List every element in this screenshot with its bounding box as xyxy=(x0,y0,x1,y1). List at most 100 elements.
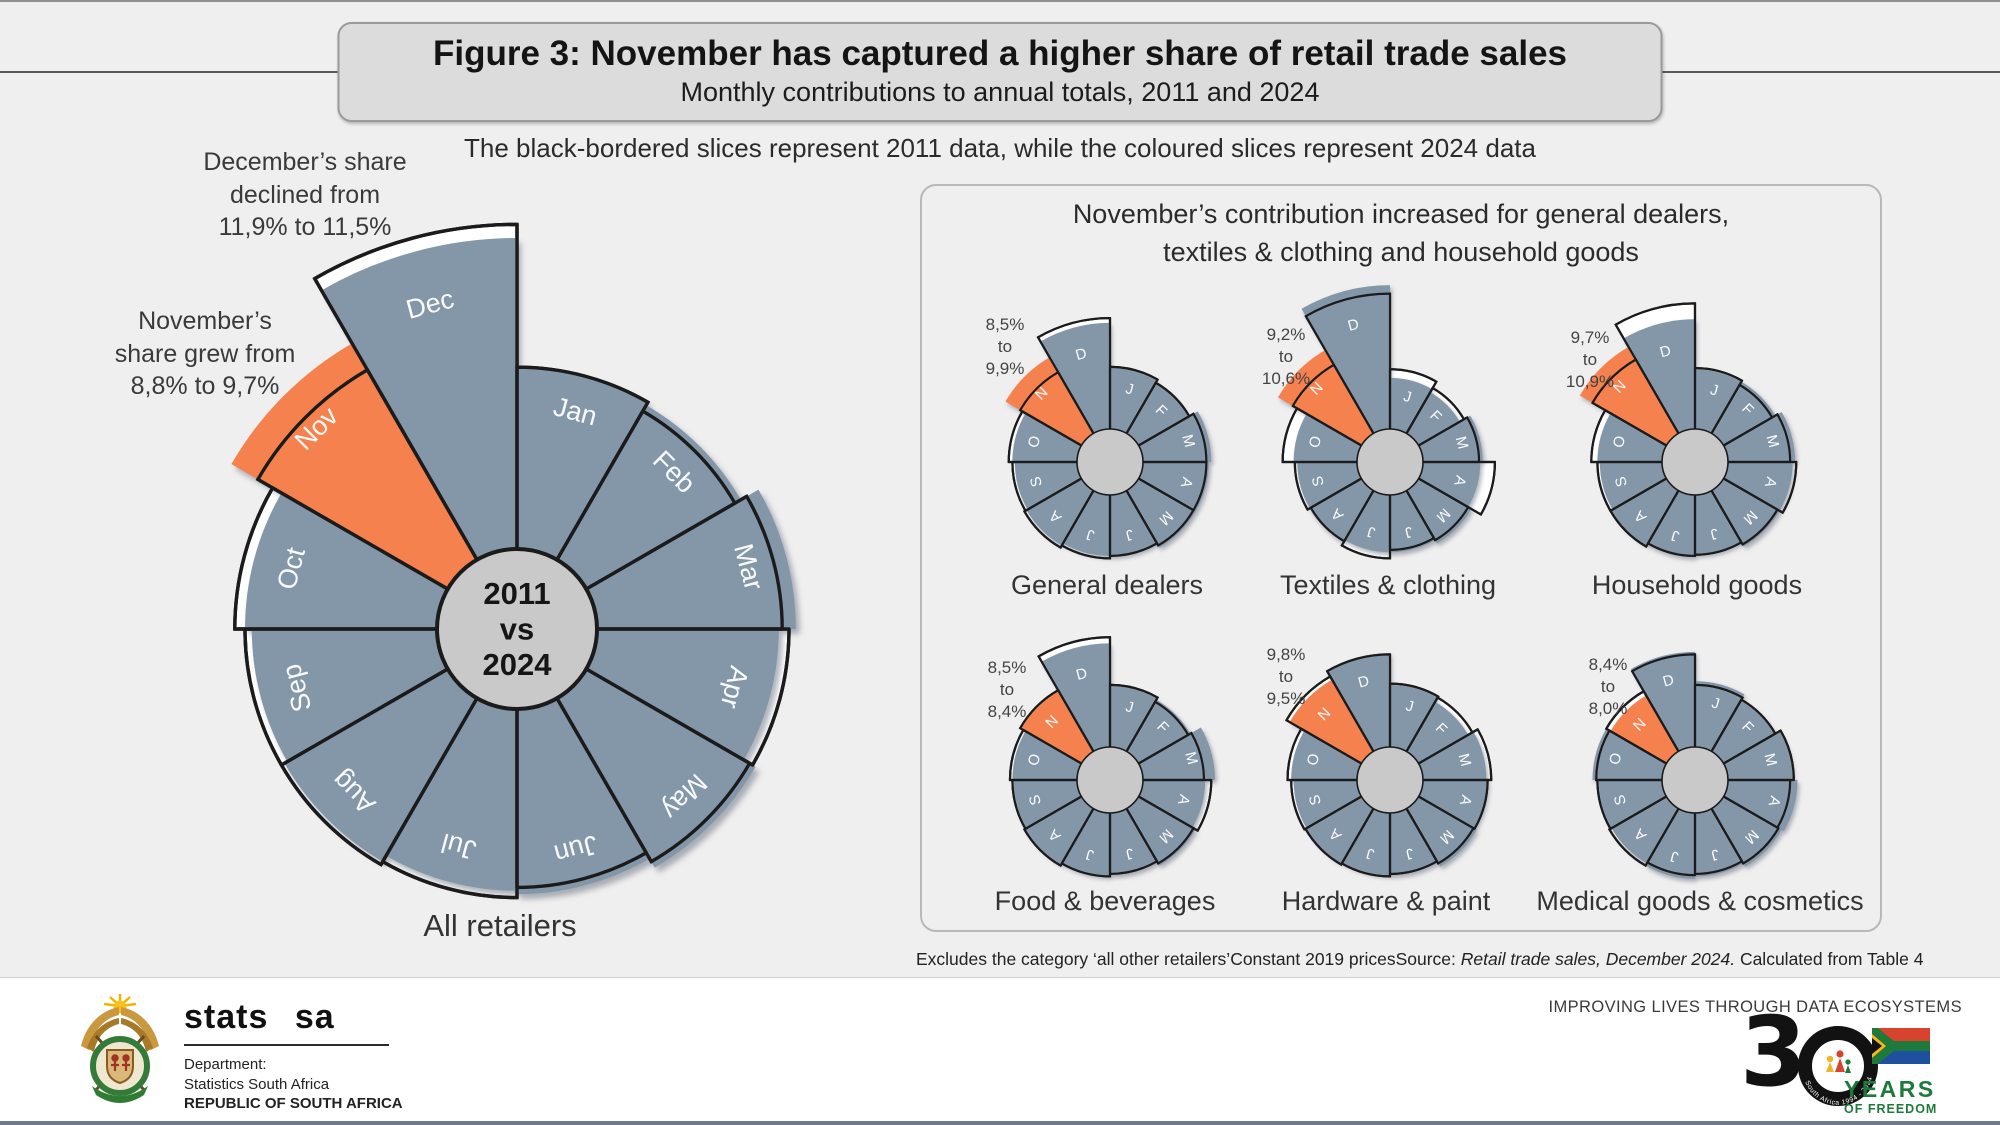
slice-2024-May xyxy=(517,629,756,868)
chart-title-all-retailers: All retailers xyxy=(423,908,577,943)
month-label-J: J xyxy=(1085,525,1097,543)
month-label-J: J xyxy=(1404,697,1416,715)
statssa-department: Department: Statistics South Africa REPU… xyxy=(184,1055,403,1114)
slice-2024-N xyxy=(1005,357,1110,462)
month-label-O: O xyxy=(1025,752,1044,768)
hub-label: 2011 xyxy=(483,576,550,611)
of-freedom-label: OF FREEDOM xyxy=(1844,1102,1938,1116)
chart-title-food-beverages: Food & beverages xyxy=(994,886,1216,916)
hub-circle xyxy=(1661,746,1729,814)
slice-2024-D xyxy=(1040,322,1110,462)
month-label-D: D xyxy=(1074,345,1089,364)
dept-line3: REPUBLIC OF SOUTH AFRICA xyxy=(184,1095,403,1112)
month-label-S: S xyxy=(1611,793,1630,807)
month-label-D: D xyxy=(1356,672,1371,691)
month-label-O: O xyxy=(1025,434,1044,450)
month-label-J: J xyxy=(1710,694,1722,712)
month-label-J: J xyxy=(1708,381,1720,399)
south-africa-flag-icon xyxy=(1872,1028,1930,1064)
left-wing xyxy=(81,1007,119,1050)
slice-2024-Dec xyxy=(321,238,517,629)
month-label-J: J xyxy=(1124,844,1136,862)
rose-chart-all-retailers: JanFebMarAprMayJunJulAugSepOctNovDec2011… xyxy=(231,222,796,900)
month-label-J: J xyxy=(1669,526,1681,544)
footnote-prices: Constant 2019 prices xyxy=(1230,949,1396,969)
shield xyxy=(106,1049,134,1085)
month-label-M: M xyxy=(1761,752,1781,768)
slice-2024-D xyxy=(1041,643,1110,780)
footnote-source-label: Source: xyxy=(1395,949,1461,969)
hub-circle xyxy=(1076,428,1144,496)
november-annotation: November’s share grew from 8,8% to 9,7% xyxy=(114,307,296,400)
sector-panel xyxy=(920,184,1882,932)
medical-annotation: 8,4% to 8,0% xyxy=(1588,655,1628,719)
month-label-O: O xyxy=(1610,434,1629,450)
month-label-S: S xyxy=(1612,475,1631,489)
month-label-J: J xyxy=(1124,525,1136,543)
month-label-S: S xyxy=(1027,475,1046,489)
textiles-annotation: 9,2% to 10,6% xyxy=(1261,325,1311,389)
month-label-A: A xyxy=(1456,793,1475,807)
month-label-A: A xyxy=(1450,474,1469,488)
motto-banner xyxy=(92,1086,148,1103)
slice-2024-Nov xyxy=(231,343,517,629)
month-label-J: J xyxy=(1364,844,1376,862)
chart-title-hardware-paint: Hardware & paint xyxy=(1281,886,1491,916)
tagline: IMPROVING LIVES THROUGH DATA ECOSYSTEMS xyxy=(1548,998,1962,1016)
month-label-J: J xyxy=(1124,380,1136,398)
title-box: Figure 3: November has captured a higher… xyxy=(337,22,1663,122)
month-label-M: M xyxy=(1181,750,1201,766)
right-wing-inner xyxy=(121,1018,153,1052)
food-annotation: 8,5% to 8,4% xyxy=(987,658,1027,722)
month-label-J: J xyxy=(1669,847,1681,865)
slice-2024-D xyxy=(1630,651,1695,780)
dept-line2: Statistics South Africa xyxy=(184,1075,330,1093)
hub-circle xyxy=(1356,746,1424,814)
slice-2024-D xyxy=(1623,319,1695,462)
left-wing-inner xyxy=(87,1018,119,1052)
footnote-source-title: Retail trade sales, December 2024. xyxy=(1460,949,1736,969)
month-label-A: A xyxy=(1761,475,1780,489)
hub-label: 2024 xyxy=(483,647,553,682)
month-label-O: O xyxy=(1304,752,1323,768)
statssa-block: stats sa Department: Statistics South Af… xyxy=(184,998,403,1114)
footnote-row: Excludes the category ‘all other retaile… xyxy=(916,949,1923,970)
month-label-M: M xyxy=(1452,435,1472,451)
hub-circle xyxy=(1661,428,1729,496)
thirty-years-logo: 3 South Africa 1994 - 2024 YEARS OF FREE… xyxy=(1740,1004,1960,1120)
month-label-J: J xyxy=(1709,845,1721,863)
hub-circle xyxy=(1076,746,1144,814)
slice-2024-D xyxy=(1326,653,1390,780)
hardware-annotation: 9,8% to 9,5% xyxy=(1266,645,1306,709)
month-label-J: J xyxy=(1708,524,1720,542)
footnote-exclusion: Excludes the category ‘all other retaile… xyxy=(916,949,1231,969)
hub-circle xyxy=(1356,428,1424,496)
month-label-J: J xyxy=(1365,523,1377,541)
slice-2024-D xyxy=(1301,285,1390,462)
month-label-D: D xyxy=(1661,671,1676,690)
month-label-A: A xyxy=(1174,793,1193,807)
chart-title-textiles-clothing: Textiles & clothing xyxy=(1279,570,1497,600)
celebration-figures-icon xyxy=(1826,1050,1851,1073)
thirty-numeral-three: 3 xyxy=(1740,996,1807,1108)
month-label-S: S xyxy=(1026,793,1045,807)
month-label-J: J xyxy=(1124,698,1136,716)
december-annotation: December’s share declined from 11,9% to … xyxy=(203,148,407,241)
month-label-O: O xyxy=(1606,751,1625,767)
thirty-years-label: YEARS xyxy=(1844,1076,1936,1102)
month-label-J: J xyxy=(1403,523,1415,541)
figure-subtitle: Monthly contributions to annual totals, … xyxy=(680,77,1320,107)
month-label-A: A xyxy=(1177,475,1196,489)
figure-title: Figure 3: November has captured a higher… xyxy=(433,34,1567,73)
household-annotation: 9,7% to 10,9% xyxy=(1565,328,1615,392)
dept-line1: Department: xyxy=(184,1056,267,1073)
month-label-A: A xyxy=(1765,794,1784,808)
chart-title-household-goods: Household goods xyxy=(1591,570,1803,600)
